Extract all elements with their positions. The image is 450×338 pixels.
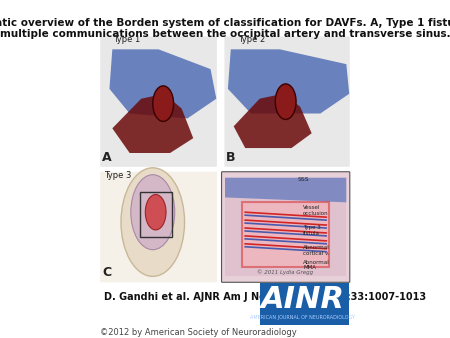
Polygon shape: [225, 178, 346, 202]
Text: SSS: SSS: [297, 177, 309, 182]
Text: Abnormal
cortical v.: Abnormal cortical v.: [303, 245, 330, 256]
Text: ©2012 by American Society of Neuroradiology: ©2012 by American Society of Neuroradiol…: [99, 328, 297, 337]
Circle shape: [145, 194, 166, 230]
Text: Vessel
occlusion: Vessel occlusion: [303, 205, 328, 216]
Circle shape: [153, 86, 174, 121]
FancyBboxPatch shape: [100, 37, 217, 167]
Text: Abnormal
MMA: Abnormal MMA: [303, 260, 330, 270]
FancyBboxPatch shape: [100, 172, 217, 282]
Text: © 2011 Lydia Gregg: © 2011 Lydia Gregg: [257, 270, 313, 275]
Text: A: A: [102, 151, 112, 164]
Bar: [243, 202, 329, 266]
Text: C: C: [102, 266, 111, 280]
FancyBboxPatch shape: [221, 172, 350, 282]
Polygon shape: [234, 94, 312, 148]
Circle shape: [275, 84, 296, 119]
Text: Type 3
fistula: Type 3 fistula: [303, 225, 321, 236]
Polygon shape: [109, 49, 216, 118]
Text: AMERICAN JOURNAL OF NEURORADIOLOGY: AMERICAN JOURNAL OF NEURORADIOLOGY: [251, 315, 356, 320]
Polygon shape: [225, 178, 346, 276]
Text: D. Gandhi et al. AJNR Am J Neuroradiol 2012;33:1007-1013: D. Gandhi et al. AJNR Am J Neuroradiol 2…: [104, 292, 426, 302]
Polygon shape: [112, 94, 193, 153]
FancyBboxPatch shape: [225, 37, 350, 167]
Circle shape: [121, 168, 184, 276]
Circle shape: [131, 175, 175, 250]
Text: B: B: [226, 151, 236, 164]
Text: AINR: AINR: [261, 285, 345, 314]
Bar: [140, 192, 172, 237]
Text: Type 2: Type 2: [238, 35, 265, 44]
Text: Type 1: Type 1: [113, 35, 141, 44]
Text: Schematic overview of the Borden system of classification for DAVFs. A, Type 1 f: Schematic overview of the Borden system …: [0, 18, 450, 39]
Polygon shape: [228, 49, 349, 114]
Text: Type 3: Type 3: [104, 171, 131, 180]
Bar: [260, 283, 349, 325]
